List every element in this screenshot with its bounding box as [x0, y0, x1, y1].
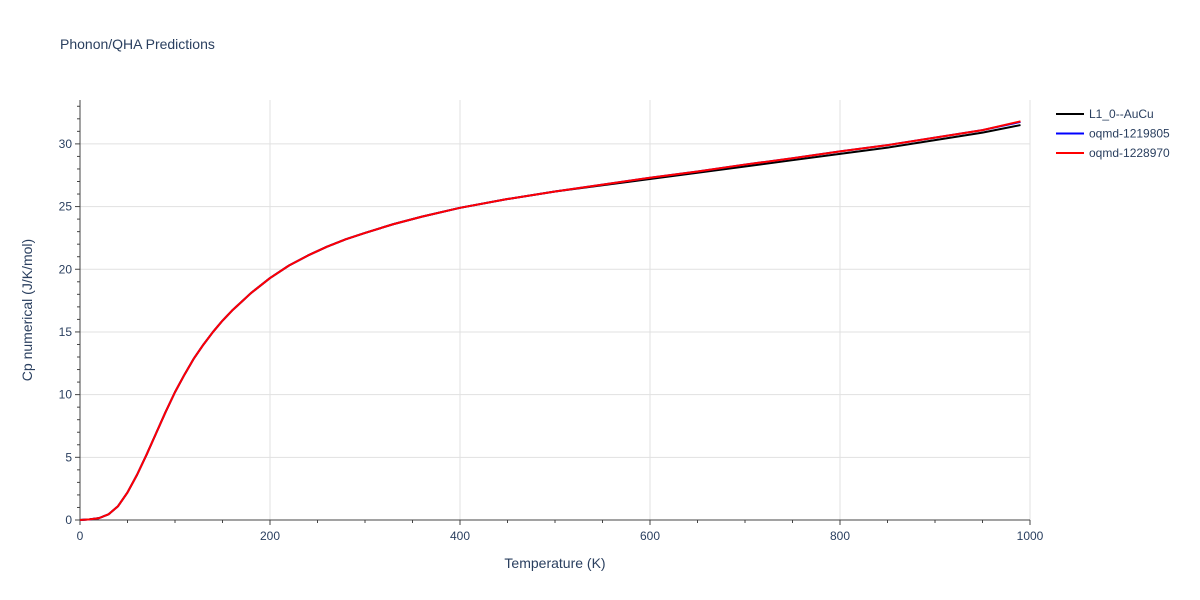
y-tick-label: 30: [59, 137, 73, 151]
y-tick-label: 0: [65, 513, 72, 527]
legend-item-3[interactable]: oqmd-1228970: [1056, 146, 1170, 160]
legend-item-1[interactable]: L1_0--AuCu: [1056, 107, 1154, 121]
y-tick-label: 5: [65, 450, 72, 464]
x-tick-label: 200: [260, 529, 280, 543]
x-tick-label: 1000: [1017, 529, 1044, 543]
axes: 0 200 400 600 800 1000 0 5 10 15 20 25 30: [59, 100, 1044, 543]
series-lines: [79, 120, 1021, 521]
x-tick-label: 600: [640, 529, 660, 543]
x-axis-title: Temperature (K): [504, 555, 605, 571]
chart-title: Phonon/QHA Predictions: [60, 36, 215, 52]
series-line-3[interactable]: [79, 120, 1021, 521]
x-tick-label: 800: [830, 529, 850, 543]
legend-label: L1_0--AuCu: [1089, 107, 1154, 121]
grid: [80, 100, 1031, 520]
y-tick-label: 15: [59, 325, 73, 339]
legend-label: oqmd-1219805: [1089, 127, 1170, 141]
y-tick-label: 10: [59, 388, 73, 402]
y-tick-label: 20: [59, 262, 73, 276]
y-tick-label: 25: [59, 200, 73, 214]
legend[interactable]: L1_0--AuCu oqmd-1219805 oqmd-1228970: [1056, 107, 1170, 160]
x-tick-label: 0: [77, 529, 84, 543]
legend-label: oqmd-1228970: [1089, 146, 1170, 160]
y-axis-title: Cp numerical (J/K/mol): [19, 239, 35, 381]
legend-item-2[interactable]: oqmd-1219805: [1056, 127, 1170, 141]
x-tick-label: 400: [450, 529, 470, 543]
